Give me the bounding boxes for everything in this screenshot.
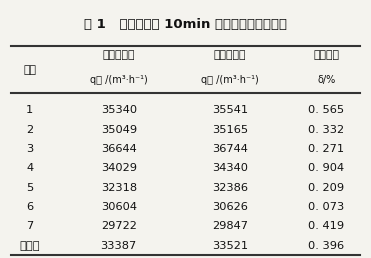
- Text: 3: 3: [26, 144, 33, 154]
- Text: 0. 271: 0. 271: [308, 144, 345, 154]
- Text: 34340: 34340: [212, 163, 248, 173]
- Text: 29722: 29722: [101, 221, 137, 231]
- Text: 5: 5: [26, 183, 33, 193]
- Text: 33521: 33521: [212, 241, 248, 251]
- Text: q前 /(m³·h⁻¹): q前 /(m³·h⁻¹): [90, 75, 148, 85]
- Text: 流量增量: 流量增量: [313, 51, 339, 60]
- Text: 35049: 35049: [101, 125, 137, 135]
- Text: 0. 565: 0. 565: [308, 105, 345, 115]
- Text: 0. 396: 0. 396: [308, 241, 345, 251]
- Text: q后 /(m³·h⁻¹): q后 /(m³·h⁻¹): [201, 75, 259, 85]
- Text: δ/%: δ/%: [317, 75, 336, 85]
- Text: 30626: 30626: [212, 202, 248, 212]
- Text: 6: 6: [26, 202, 33, 212]
- Text: 34029: 34029: [101, 163, 137, 173]
- Text: 36644: 36644: [101, 144, 137, 154]
- Text: 0. 419: 0. 419: [308, 221, 345, 231]
- Text: 放水后流量: 放水后流量: [214, 51, 246, 60]
- Text: 平均值: 平均值: [19, 241, 40, 251]
- Text: 32386: 32386: [212, 183, 248, 193]
- Text: 表 1   放水前、后 10min 的平均时流量统计表: 表 1 放水前、后 10min 的平均时流量统计表: [84, 18, 287, 31]
- Text: 2: 2: [26, 125, 33, 135]
- Text: 35165: 35165: [212, 125, 248, 135]
- Text: 35541: 35541: [212, 105, 248, 115]
- Text: 0. 073: 0. 073: [308, 202, 345, 212]
- Text: 0. 209: 0. 209: [308, 183, 345, 193]
- Text: 放水前流量: 放水前流量: [102, 51, 135, 60]
- Text: 1: 1: [26, 105, 33, 115]
- Text: 35340: 35340: [101, 105, 137, 115]
- Text: 33387: 33387: [101, 241, 137, 251]
- Text: 7: 7: [26, 221, 33, 231]
- Text: 0. 332: 0. 332: [308, 125, 345, 135]
- Text: 32318: 32318: [101, 183, 137, 193]
- Text: 30604: 30604: [101, 202, 137, 212]
- Text: 29847: 29847: [212, 221, 248, 231]
- Text: 36744: 36744: [212, 144, 248, 154]
- Text: 0. 904: 0. 904: [308, 163, 345, 173]
- Text: 次数: 次数: [23, 65, 36, 75]
- Text: 4: 4: [26, 163, 33, 173]
